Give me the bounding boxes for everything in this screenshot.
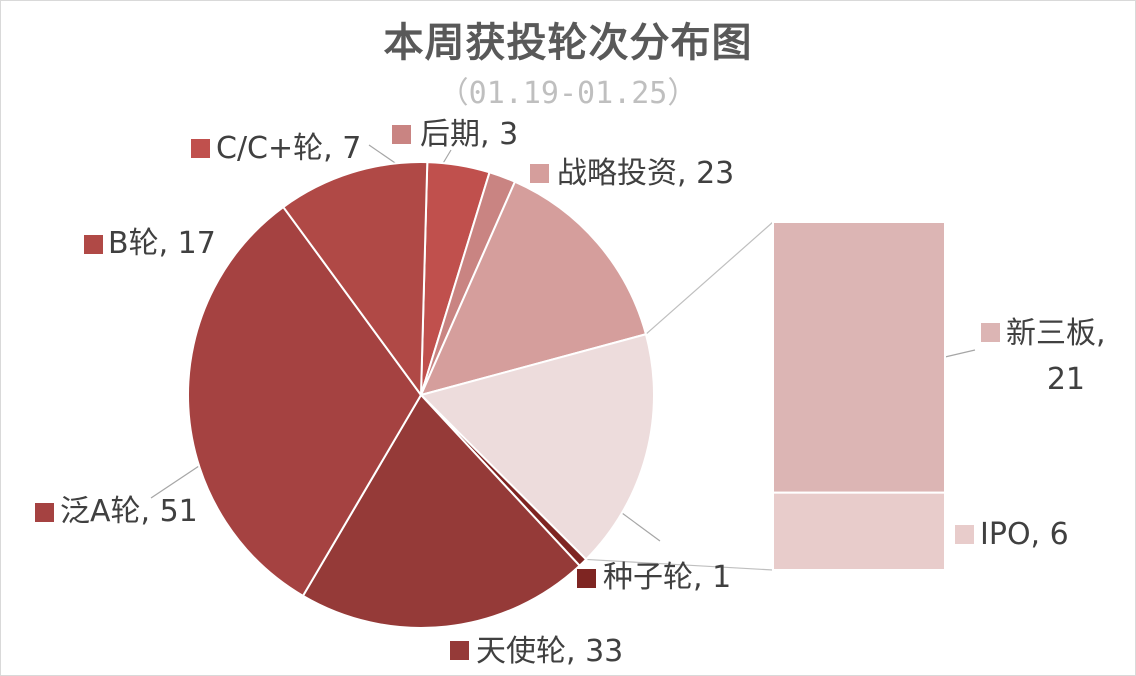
pie-slices xyxy=(187,161,656,630)
bar-segment-新三板 xyxy=(772,221,946,494)
data-label-新三板-name: 新三板, xyxy=(1006,316,1106,351)
label-marker-天使轮 xyxy=(450,641,469,660)
pie-slice-战略投资 xyxy=(420,180,647,396)
data-label-后期: 后期, 3 xyxy=(420,117,518,152)
data-label-战略投资: 战略投资, 23 xyxy=(557,156,734,191)
connector-line-bottom xyxy=(586,558,774,571)
data-label-ipo: IPO, 6 xyxy=(980,517,1069,552)
data-label-新三板-value: 21 xyxy=(1047,362,1085,397)
pie-slice-天使轮 xyxy=(301,394,581,630)
label-marker-ipo xyxy=(955,525,974,544)
data-label-泛a轮: 泛A轮, 51 xyxy=(60,494,198,529)
label-marker-b轮 xyxy=(84,235,103,254)
label-marker-种子轮 xyxy=(577,569,596,588)
data-label-种子轮: 种子轮, 1 xyxy=(603,560,731,595)
label-marker-新三板 xyxy=(981,323,1000,342)
connector-lines xyxy=(586,221,774,571)
label-marker-战略投资 xyxy=(530,164,549,183)
bar-segment-ipo xyxy=(772,491,946,572)
data-label-c-c-轮: C/C+轮, 7 xyxy=(216,131,361,166)
pie-slice-泛a轮 xyxy=(187,206,422,597)
label-marker-后期 xyxy=(392,125,411,144)
leader-line-种子轮 xyxy=(621,512,661,542)
label-marker-泛a轮 xyxy=(35,503,54,522)
data-label-天使轮: 天使轮, 33 xyxy=(476,634,623,669)
data-labels: C/C+轮, 7 后期, 3 战略投资, 23 B轮, 17 泛A轮, 51 种子轮, 1… xyxy=(35,117,1106,669)
chart-title: 本周获投轮次分布图 xyxy=(383,20,753,66)
pie-slice-其他 xyxy=(420,333,656,561)
leader-line-新三板 xyxy=(944,349,976,358)
label-marker-c-c-轮 xyxy=(191,139,210,158)
leader-line-泛a轮 xyxy=(150,465,200,499)
data-label-b轮: B轮, 17 xyxy=(108,226,216,261)
stacked-bar xyxy=(772,221,946,572)
pie-slice-b轮 xyxy=(282,161,429,396)
connector-line-top xyxy=(645,221,774,335)
chart-subtitle: （01.19-01.25） xyxy=(438,76,698,111)
